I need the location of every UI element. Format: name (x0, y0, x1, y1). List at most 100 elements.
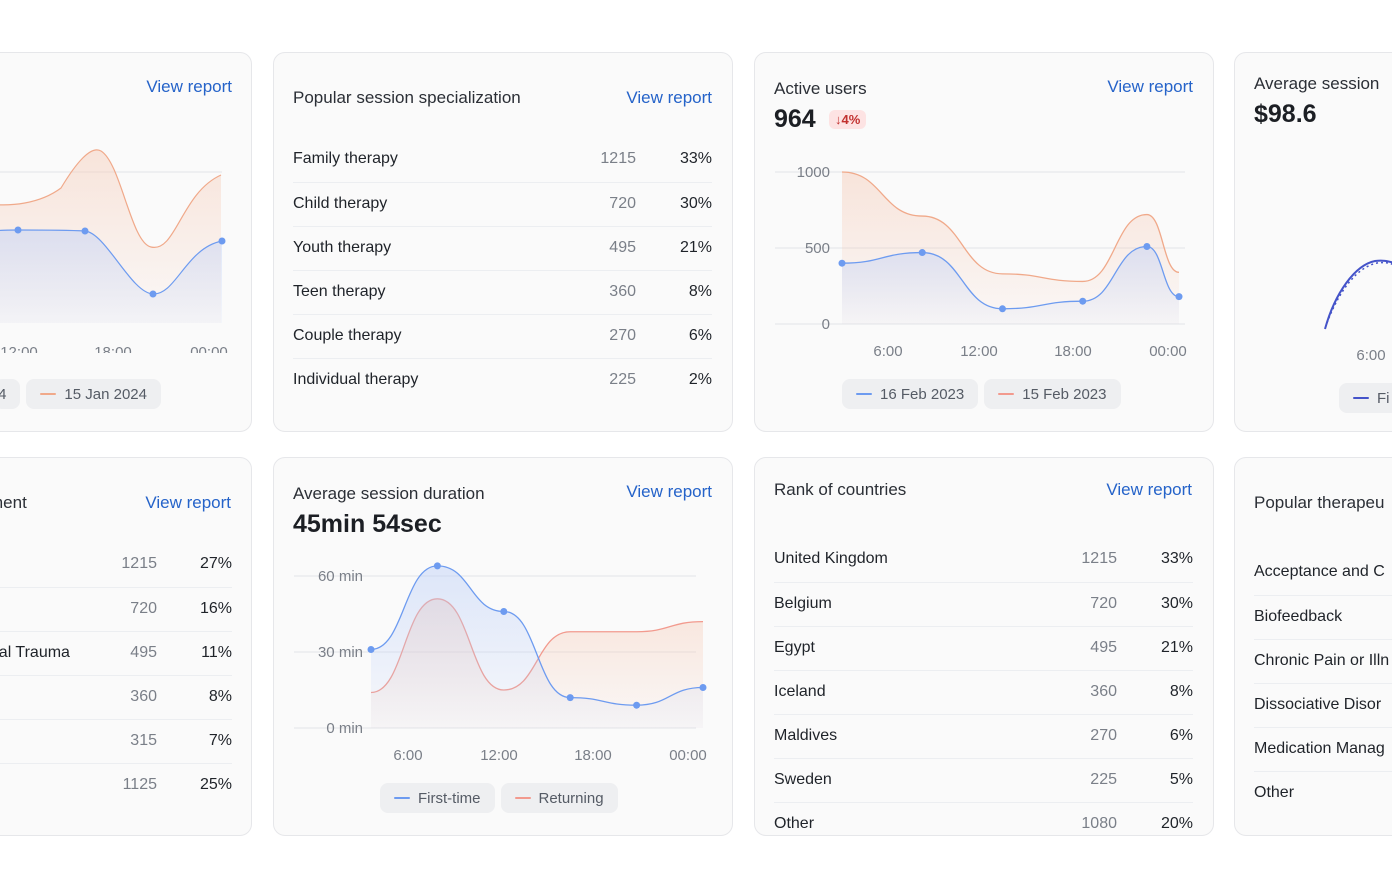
view-report-link[interactable]: View report (626, 88, 712, 107)
row-label: Maldives (774, 727, 838, 744)
row-percent: 6% (688, 327, 712, 344)
y-tick-label: 0 min (326, 720, 363, 737)
legend-item[interactable]: 16 Feb 2023 (842, 379, 979, 409)
data-point (699, 683, 707, 691)
row-percent: 33% (679, 150, 712, 167)
data-point (1175, 293, 1183, 301)
list-item: Other (1254, 771, 1392, 815)
list-item: Couple therapy 270 6% (293, 314, 712, 358)
data-point (1143, 242, 1151, 250)
chart-legend: First-time Returning (380, 783, 618, 813)
data-point (566, 694, 574, 702)
list-item: United Kingdom 1215 33% (774, 538, 1193, 582)
data-point (998, 305, 1006, 313)
row-label: Acceptance and C (1254, 563, 1385, 580)
list-item: Dissociative Disor (1254, 683, 1392, 727)
blue-swatch-icon (856, 393, 872, 395)
list-item: Biofeedback (1254, 595, 1392, 639)
x-tick-label: 12:00 (960, 343, 998, 360)
series-area (842, 246, 1179, 324)
series-area-blue (0, 230, 222, 323)
average-session-chart: 6:00 (1324, 259, 1392, 364)
row-count: 1080 (1081, 815, 1117, 832)
row-label: Child therapy (293, 195, 388, 212)
legend-item[interactable]: First-time (380, 783, 495, 813)
sessions-over-time-card: View report 12:00 18:00 00:00 4 15 Jan 2… (0, 52, 252, 432)
list-item: 360 8% (0, 675, 232, 719)
row-count: 1215 (1081, 550, 1117, 567)
list-item: Teen therapy 360 8% (293, 270, 712, 314)
row-label: Couple therapy (293, 327, 402, 344)
active-users-value: 964 (774, 105, 816, 133)
chart-legend: 4 15 Jan 2024 (0, 379, 161, 409)
list-item: 315 7% (0, 719, 232, 763)
x-tick-label: 18:00 (1054, 343, 1092, 360)
card-title: Popular therapeu (1254, 493, 1385, 512)
average-session-value: $98.6 (1254, 100, 1317, 128)
row-label: Individual therapy (293, 371, 419, 388)
row-percent: 27% (199, 555, 232, 572)
row-count: 495 (609, 239, 636, 256)
list-item: Acceptance and C (1254, 551, 1392, 595)
legend-item[interactable]: 15 Jan 2024 (26, 379, 161, 409)
data-point (918, 249, 926, 257)
x-tick-label: 6:00 (1356, 347, 1385, 364)
card-title: Average session duration (293, 484, 485, 503)
y-tick-label: 0 (822, 316, 830, 333)
row-label: Dissociative Disor (1254, 696, 1382, 713)
row-percent: 21% (1160, 639, 1193, 656)
row-label: onal Trauma (0, 644, 70, 661)
row-percent: 21% (679, 239, 712, 256)
blue-swatch-icon (394, 797, 410, 799)
row-label: United Kingdom (774, 550, 888, 567)
row-percent: 8% (1169, 683, 1193, 700)
chart-legend: 16 Feb 2023 15 Feb 2023 (842, 379, 1121, 409)
active-users-card: Active users View report 964 ↓4% 1000 500… (754, 52, 1214, 432)
list-item: 1215 27% (0, 543, 232, 587)
red-swatch-icon (998, 393, 1015, 395)
series-line (841, 171, 1180, 283)
row-label: Medication Manag (1254, 740, 1385, 757)
view-report-link[interactable]: View report (146, 77, 232, 96)
card-title: Active users (774, 79, 867, 98)
series-line-dashed (1326, 261, 1392, 324)
row-percent: 8% (688, 283, 712, 300)
row-count: 495 (130, 644, 157, 661)
treatment-card: ment View report 1215 27% 720 16% onal Traum… (0, 457, 252, 836)
row-percent: 20% (1160, 815, 1193, 832)
row-percent: 2% (688, 371, 712, 388)
x-tick-label: 6:00 (873, 343, 902, 360)
series-line-indigo (1324, 259, 1392, 330)
approaches-card: Popular therapeu Acceptance and C Biofeed… (1234, 457, 1392, 836)
x-tick-label: 18:00 (94, 344, 132, 353)
row-count: 1215 (121, 555, 157, 572)
view-report-link[interactable]: View report (1107, 77, 1193, 96)
data-point (149, 290, 157, 298)
data-point (1079, 297, 1087, 305)
row-count: 360 (1090, 683, 1117, 700)
red-swatch-icon (514, 797, 531, 799)
legend-item[interactable]: Returning (500, 783, 618, 813)
x-tick-label: 12:00 (480, 747, 518, 764)
card-title: Rank of countries (774, 480, 907, 499)
list-item: 1125 25% (0, 763, 232, 807)
view-report-link[interactable]: View report (145, 493, 231, 512)
list-item: Chronic Pain or Illn (1254, 639, 1392, 683)
view-report-link[interactable]: View report (1106, 480, 1192, 499)
row-label: Belgium (774, 595, 832, 612)
list-item: Individual therapy 225 2% (293, 358, 712, 402)
legend-item[interactable]: 4 (0, 379, 21, 409)
view-report-link[interactable]: View report (626, 482, 712, 501)
legend-item[interactable]: Fi (1339, 383, 1392, 413)
list-item: Belgium 720 30% (774, 582, 1193, 626)
row-count: 270 (609, 327, 636, 344)
row-count: 1125 (122, 776, 157, 793)
session-duration-card: Average session duration View report 45m… (273, 457, 733, 836)
data-point (633, 701, 641, 709)
series-line-blue (0, 229, 223, 295)
legend-item[interactable]: 15 Feb 2023 (984, 379, 1121, 409)
row-count: 225 (1090, 771, 1117, 788)
list-item: Youth therapy 495 21% (293, 226, 712, 270)
card-title: ment (0, 493, 27, 512)
countries-card: Rank of countries View report United Kin… (754, 457, 1214, 836)
